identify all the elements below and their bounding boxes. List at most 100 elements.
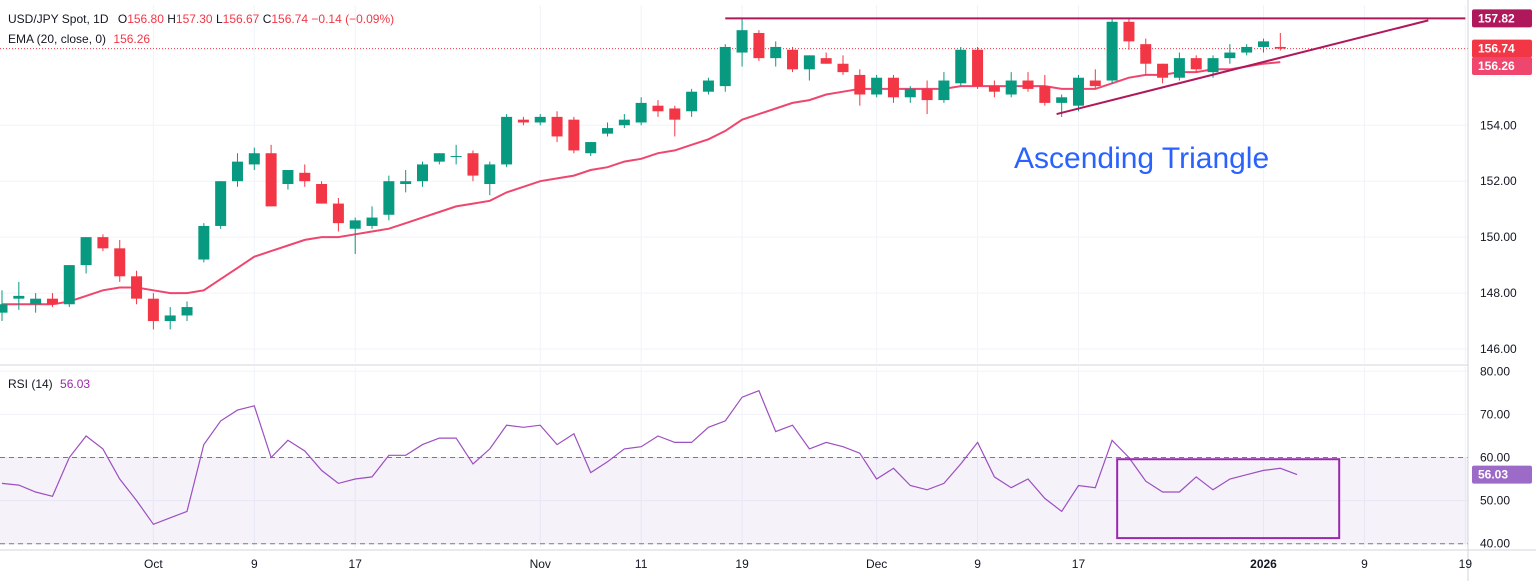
candle-body	[686, 91, 698, 112]
candle-body	[215, 181, 227, 226]
candle	[1123, 18, 1135, 50]
open-value: 156.80	[127, 12, 164, 26]
candle-body	[702, 80, 714, 92]
high-label: H	[167, 12, 176, 26]
candle	[517, 116, 529, 126]
candle	[30, 293, 42, 313]
candle-body	[248, 153, 260, 165]
rsi-legend: RSI (14) 56.03	[8, 376, 90, 392]
candle	[114, 239, 126, 282]
candle-body	[349, 220, 361, 229]
candle-body	[585, 142, 597, 154]
candle-body	[770, 46, 782, 59]
candle-body	[501, 116, 513, 165]
rsi-badge-bg	[1472, 465, 1532, 484]
candle	[719, 44, 731, 92]
candle-body	[1089, 80, 1101, 87]
time-tick-label: Dec	[866, 557, 887, 571]
candle-body	[652, 105, 664, 112]
close-badge-bg	[1472, 39, 1532, 58]
candle-body	[618, 119, 630, 126]
candle-body	[0, 304, 8, 313]
time-tick-label: 19	[735, 557, 749, 571]
candle	[450, 144, 462, 165]
candle	[1173, 52, 1185, 81]
ema-line-path	[2, 61, 1281, 306]
candle-body	[131, 276, 143, 299]
candle	[400, 170, 412, 193]
candle	[332, 197, 344, 232]
candles[interactable]	[0, 18, 1286, 330]
candle-body	[383, 181, 395, 215]
high-value: 157.30	[175, 12, 213, 26]
ema-legend-value: 156.26	[113, 32, 151, 46]
time-tick-label: 19	[1459, 557, 1473, 571]
candle-body	[1258, 41, 1269, 47]
candle	[316, 181, 328, 204]
candle	[46, 293, 58, 308]
candle-body	[164, 315, 176, 322]
candle-body	[955, 49, 967, 84]
candle-body	[669, 108, 681, 120]
rsi-tick-label: 50.00	[1480, 494, 1510, 508]
candle-body	[80, 237, 92, 266]
candle-body	[147, 298, 159, 322]
price-legend: USD/JPY Spot, 1D O156.80 H157.30 L156.67…	[8, 11, 394, 27]
candle-body	[231, 161, 243, 182]
candle-body	[534, 116, 546, 123]
candle	[837, 55, 849, 75]
candle-body	[837, 63, 849, 73]
rsi-consolidation-box	[1116, 458, 1341, 540]
candle-body	[602, 128, 614, 134]
rsi-pane[interactable]	[0, 389, 1468, 545]
candle	[164, 307, 176, 330]
price-tick-label: 154.00	[1480, 118, 1517, 132]
candle-body	[820, 58, 832, 64]
time-tick-label: 9	[974, 557, 981, 571]
candle	[1022, 72, 1034, 92]
time-tick-label: 17	[349, 557, 363, 571]
candle-body	[787, 49, 799, 70]
candle-body	[282, 170, 294, 184]
candle	[80, 237, 92, 274]
rsi-tick-label: 80.00	[1480, 364, 1510, 378]
candle	[299, 164, 311, 187]
candle-body	[1274, 46, 1286, 49]
candle-body	[871, 77, 883, 95]
candle	[652, 100, 664, 117]
candle	[63, 265, 75, 308]
price-tick-label: 150.00	[1480, 230, 1517, 244]
candle	[803, 55, 815, 81]
drawings[interactable]: Ascending Triangle	[725, 17, 1466, 175]
candle	[484, 161, 496, 196]
candle	[198, 223, 210, 263]
candle	[147, 293, 159, 330]
candle	[770, 41, 782, 67]
candle	[501, 114, 513, 168]
candle	[366, 206, 378, 229]
candle	[534, 114, 546, 126]
candle-body	[63, 265, 75, 305]
candle	[265, 144, 277, 207]
candle-body	[551, 116, 563, 137]
candle	[181, 301, 193, 322]
candle	[1005, 72, 1017, 98]
candle	[215, 181, 227, 229]
candle	[702, 77, 714, 95]
candle-body	[114, 248, 126, 277]
candle-body	[635, 102, 647, 123]
resistance-badge-bg	[1472, 9, 1532, 28]
rsi-badge-text: 56.03	[1478, 468, 1508, 482]
candle-body	[921, 88, 933, 101]
ema-line	[0, 48, 1468, 306]
candle	[585, 142, 597, 157]
candle-body	[753, 32, 765, 59]
candle	[0, 290, 8, 322]
candle-body	[1190, 58, 1202, 70]
candle-body	[1123, 21, 1135, 42]
candle-body	[332, 203, 344, 224]
candle-body	[517, 119, 529, 123]
candle-body	[972, 49, 984, 87]
